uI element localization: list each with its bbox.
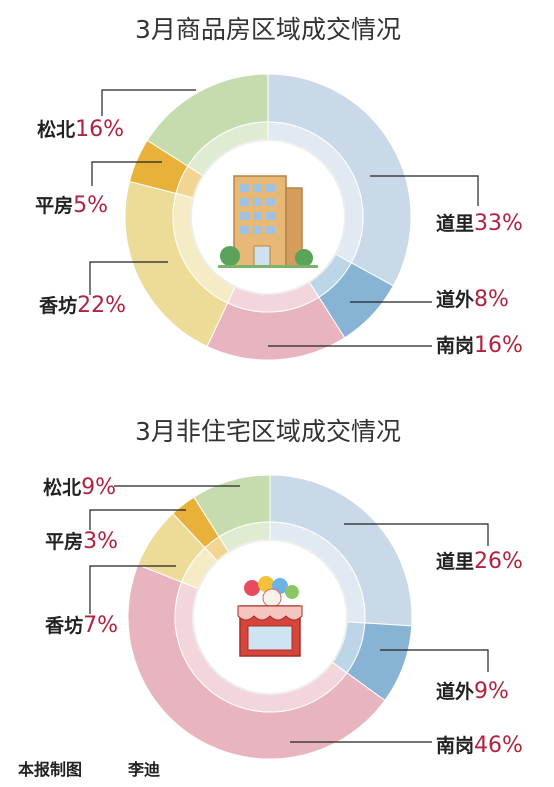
inner-ring bbox=[192, 539, 348, 695]
leader-line bbox=[91, 161, 162, 186]
office-building-icon bbox=[218, 175, 318, 268]
slice-label-value: 9% bbox=[81, 475, 116, 500]
slice-label: 南岗16% bbox=[436, 333, 523, 358]
slice-label-name: 松北 bbox=[43, 476, 81, 499]
credit-author: 李迪 bbox=[127, 760, 160, 779]
slice-label-value: 16% bbox=[474, 333, 523, 358]
slice-label-name: 香坊 bbox=[38, 294, 77, 317]
slice-label-name: 道外 bbox=[436, 288, 474, 311]
slice-label-name: 南岗 bbox=[436, 735, 474, 757]
slice-label-value: 46% bbox=[474, 733, 523, 758]
slice-label: 平房3% bbox=[45, 529, 118, 554]
slice-label-name: 南岗 bbox=[436, 335, 474, 357]
slice-label-name: 道里 bbox=[436, 550, 474, 573]
chart-title: 3月非住宅区域成交情况 bbox=[135, 417, 401, 446]
leader-lines bbox=[89, 485, 489, 743]
slice-label: 南岗46% bbox=[436, 733, 523, 758]
slice-label: 道外8% bbox=[436, 287, 509, 312]
slice-label: 香坊7% bbox=[44, 613, 118, 638]
leader-line bbox=[101, 89, 196, 116]
slice-label-value: 22% bbox=[77, 293, 126, 318]
slice-label-value: 3% bbox=[83, 529, 118, 554]
slice-label: 道外9% bbox=[436, 679, 509, 704]
chart-non-residential: 3月非住宅区域成交情况 道里26%道外9%南岗46%香坊7%平房3%松北9% 本… bbox=[18, 417, 523, 779]
slice-label-name: 松北 bbox=[37, 118, 75, 141]
slice-label-value: 5% bbox=[73, 193, 108, 218]
slice-label-name: 平房 bbox=[45, 530, 83, 553]
slice-label: 平房5% bbox=[35, 193, 108, 218]
slice-label-value: 7% bbox=[83, 613, 118, 638]
slice-label-name: 平房 bbox=[35, 194, 73, 217]
leader-line bbox=[89, 261, 168, 295]
leader-line bbox=[89, 565, 176, 614]
shop-icon bbox=[237, 576, 303, 657]
slice-label: 松北16% bbox=[37, 117, 124, 142]
leader-line bbox=[380, 649, 489, 672]
slice-label-name: 道里 bbox=[436, 212, 474, 235]
slice-label-name: 道外 bbox=[436, 680, 474, 703]
slice-label: 道里33% bbox=[436, 211, 523, 236]
credit-prefix: 本报制图 bbox=[18, 760, 82, 779]
slice-label-value: 8% bbox=[474, 287, 509, 312]
chart-title: 3月商品房区域成交情况 bbox=[135, 15, 401, 44]
slice-labels: 道里33%道外8%南岗16%香坊22%平房5%松北16% bbox=[35, 117, 523, 358]
chart-residential: 3月商品房区域成交情况 道里33%道外8%南岗16%香坊22%平房5%松北16% bbox=[35, 15, 523, 361]
slice-label-name: 香坊 bbox=[44, 614, 83, 637]
slice-label-value: 33% bbox=[474, 211, 523, 236]
slice-label-value: 9% bbox=[474, 679, 509, 704]
leader-lines bbox=[89, 89, 479, 347]
slice-label: 松北9% bbox=[43, 475, 116, 500]
slice-label: 香坊22% bbox=[38, 293, 126, 318]
inner-ring bbox=[190, 139, 346, 295]
leader-line bbox=[89, 509, 186, 530]
slice-label-value: 16% bbox=[75, 117, 124, 142]
leader-line bbox=[344, 523, 489, 546]
slice-label: 道里26% bbox=[436, 549, 523, 574]
leader-line bbox=[370, 175, 479, 206]
slice-label-value: 26% bbox=[474, 549, 523, 574]
slice-labels: 道里26%道外9%南岗46%香坊7%平房3%松北9% bbox=[43, 475, 523, 758]
